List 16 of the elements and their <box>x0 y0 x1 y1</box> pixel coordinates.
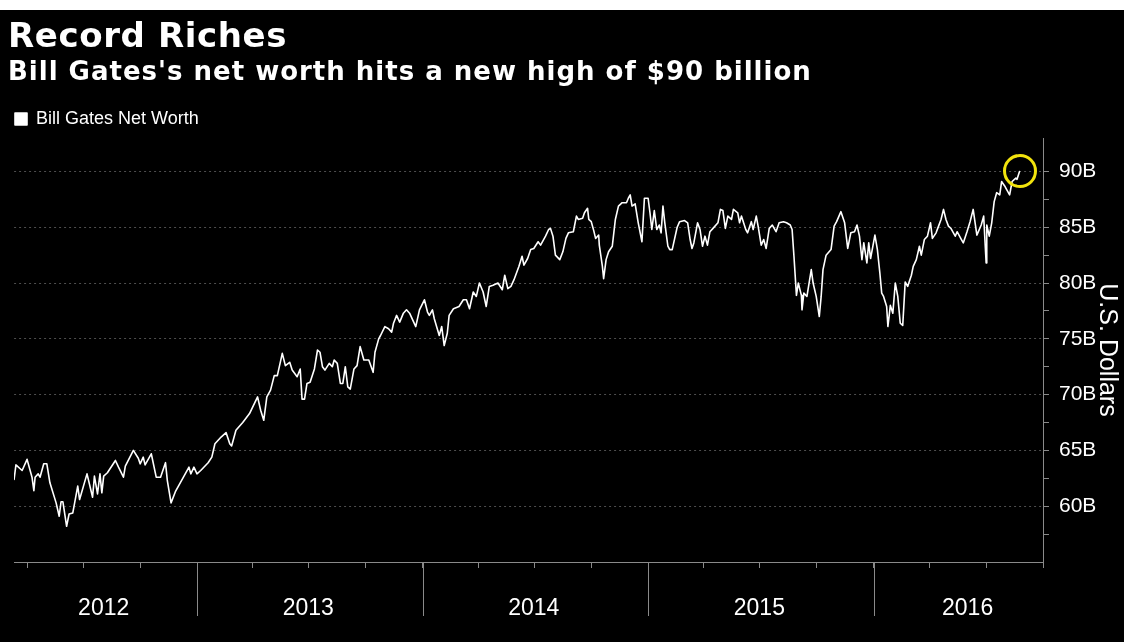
y-tick-label: 75B <box>1059 325 1097 349</box>
x-tick-label: 2014 <box>508 594 560 621</box>
x-tick-label: 2013 <box>282 594 334 621</box>
y-tick-label: 65B <box>1059 437 1097 461</box>
y-axis-title: U.S. Dollars <box>1095 283 1124 417</box>
y-tick-label: 90B <box>1059 158 1097 182</box>
x-tick-label: 2012 <box>78 594 130 621</box>
x-tick-label: 2016 <box>942 594 994 621</box>
chart-title: Record Riches <box>8 15 287 55</box>
y-tick-label: 60B <box>1059 493 1097 517</box>
y-tick-label: 85B <box>1059 214 1097 238</box>
y-tick-label: 70B <box>1059 381 1097 405</box>
chart-subtitle: Bill Gates's net worth hits a new high of $90 billion <box>8 56 812 86</box>
legend-label: Bill Gates Net Worth <box>36 107 199 128</box>
y-tick-label: 80B <box>1059 269 1097 293</box>
x-tick-label: 2015 <box>733 594 785 621</box>
